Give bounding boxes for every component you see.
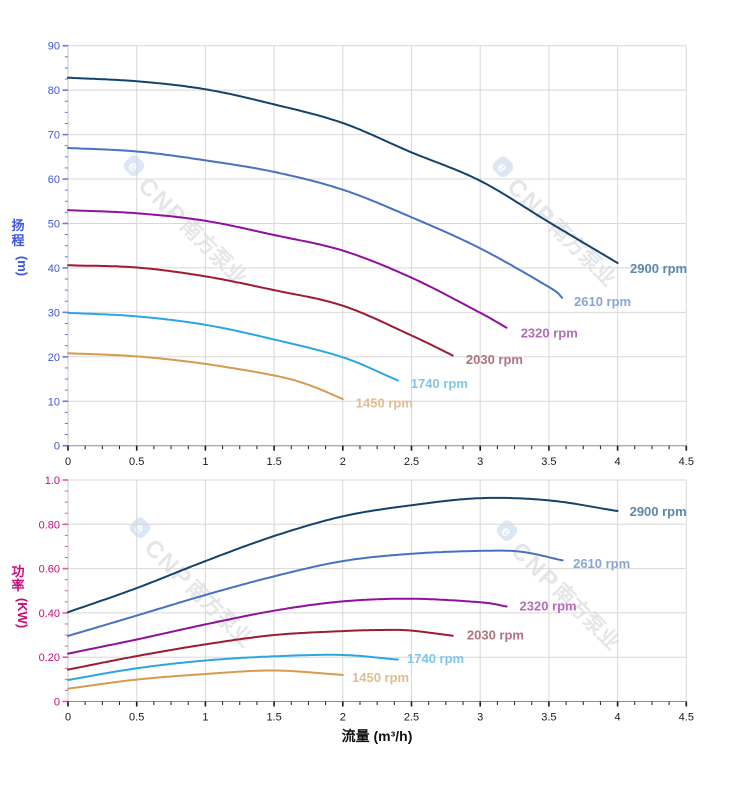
svg-text:2900 rpm: 2900 rpm [630,504,687,519]
svg-text:1.5: 1.5 [266,456,281,468]
svg-text:2030 rpm: 2030 rpm [466,352,523,367]
svg-text:1740 rpm: 1740 rpm [411,376,468,391]
svg-text:2610 rpm: 2610 rpm [573,556,630,571]
svg-text:率: 率 [11,578,24,593]
svg-text:1740 rpm: 1740 rpm [407,651,464,666]
svg-text:3.5: 3.5 [541,456,556,468]
svg-text:0: 0 [54,697,60,709]
svg-text:4: 4 [615,456,621,468]
svg-text:0: 0 [65,712,71,724]
svg-text:90: 90 [48,41,60,53]
svg-text:1450 rpm: 1450 rpm [352,670,409,685]
svg-text:2.5: 2.5 [404,712,419,724]
svg-text:(m): (m) [15,256,30,276]
svg-text:4.5: 4.5 [679,456,694,468]
svg-text:0: 0 [54,441,60,453]
svg-text:2.5: 2.5 [404,456,419,468]
svg-text:1.5: 1.5 [266,712,281,724]
svg-text:40: 40 [48,263,60,275]
svg-text:0.20: 0.20 [39,652,60,664]
svg-text:1: 1 [202,712,208,724]
svg-text:1.0: 1.0 [45,475,60,487]
svg-text:(KW): (KW) [15,598,30,628]
svg-text:20: 20 [48,352,60,364]
svg-text:0.60: 0.60 [39,564,60,576]
svg-text:0: 0 [65,456,71,468]
svg-text:50: 50 [48,219,60,231]
svg-text:2320 rpm: 2320 rpm [520,598,577,613]
svg-text:2320 rpm: 2320 rpm [521,325,578,340]
svg-text:70: 70 [48,130,60,142]
svg-text:0.40: 0.40 [39,608,60,620]
svg-text:流量 (m³/h): 流量 (m³/h) [342,728,413,744]
svg-text:4: 4 [615,712,621,724]
svg-text:3: 3 [477,712,483,724]
svg-text:10: 10 [48,396,60,408]
svg-text:2610 rpm: 2610 rpm [574,294,631,309]
svg-text:80: 80 [48,85,60,97]
svg-text:0.5: 0.5 [129,712,144,724]
svg-text:功: 功 [11,564,24,579]
svg-text:2030 rpm: 2030 rpm [467,628,524,643]
svg-text:2900 rpm: 2900 rpm [630,261,687,276]
svg-text:30: 30 [48,307,60,319]
svg-text:3.5: 3.5 [541,712,556,724]
svg-text:0.5: 0.5 [129,456,144,468]
svg-text:4.5: 4.5 [679,712,694,724]
svg-text:2: 2 [340,456,346,468]
svg-text:1: 1 [202,456,208,468]
svg-text:扬: 扬 [11,218,24,233]
svg-text:0.80: 0.80 [39,519,60,531]
svg-text:60: 60 [48,174,60,186]
svg-text:2: 2 [340,712,346,724]
svg-text:程: 程 [11,233,24,248]
svg-text:3: 3 [477,456,483,468]
svg-text:1450 rpm: 1450 rpm [356,395,413,410]
